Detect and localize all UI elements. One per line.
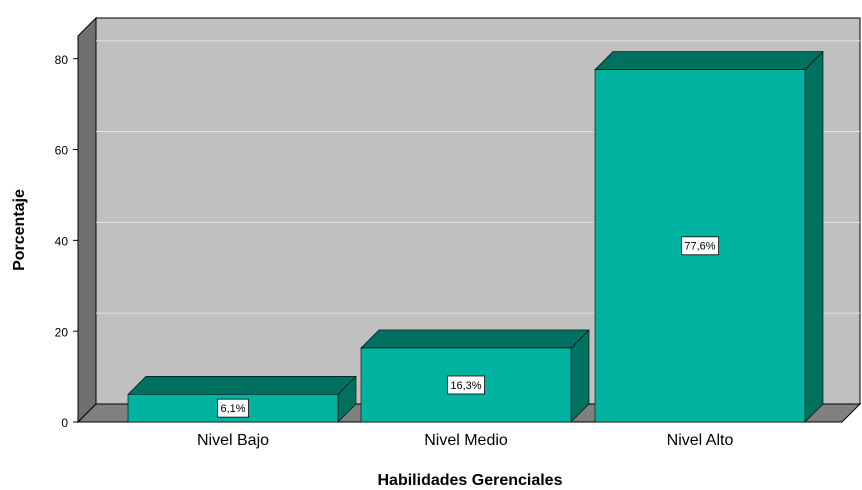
- x-tick-label: Nivel Medio: [424, 432, 508, 449]
- value-label: 77,6%: [684, 241, 715, 253]
- y-tick-label: 60: [55, 144, 69, 158]
- bar: [360, 347, 572, 423]
- x-axis-title: Habilidades Gerenciales: [378, 472, 563, 489]
- y-axis-title: Porcentaje: [11, 189, 28, 271]
- value-label-box: [217, 398, 249, 418]
- value-label-box: [680, 236, 720, 256]
- bar-top: [594, 51, 824, 70]
- bar-top: [360, 329, 590, 349]
- y-tick-label: 80: [55, 53, 69, 67]
- x-tick-label: Nivel Bajo: [197, 432, 269, 449]
- value-label: 16,3%: [450, 380, 481, 392]
- value-label: 6,1%: [220, 403, 245, 415]
- y-tick-label: 20: [55, 325, 69, 339]
- y-tick-label: 40: [55, 235, 69, 249]
- value-label-box: [446, 375, 486, 395]
- bar-side: [804, 50, 824, 423]
- bar-top: [127, 375, 357, 395]
- side-wall: [77, 16, 97, 424]
- x-tick-label: Nivel Alto: [667, 432, 734, 449]
- y-tick-label: 0: [61, 416, 68, 430]
